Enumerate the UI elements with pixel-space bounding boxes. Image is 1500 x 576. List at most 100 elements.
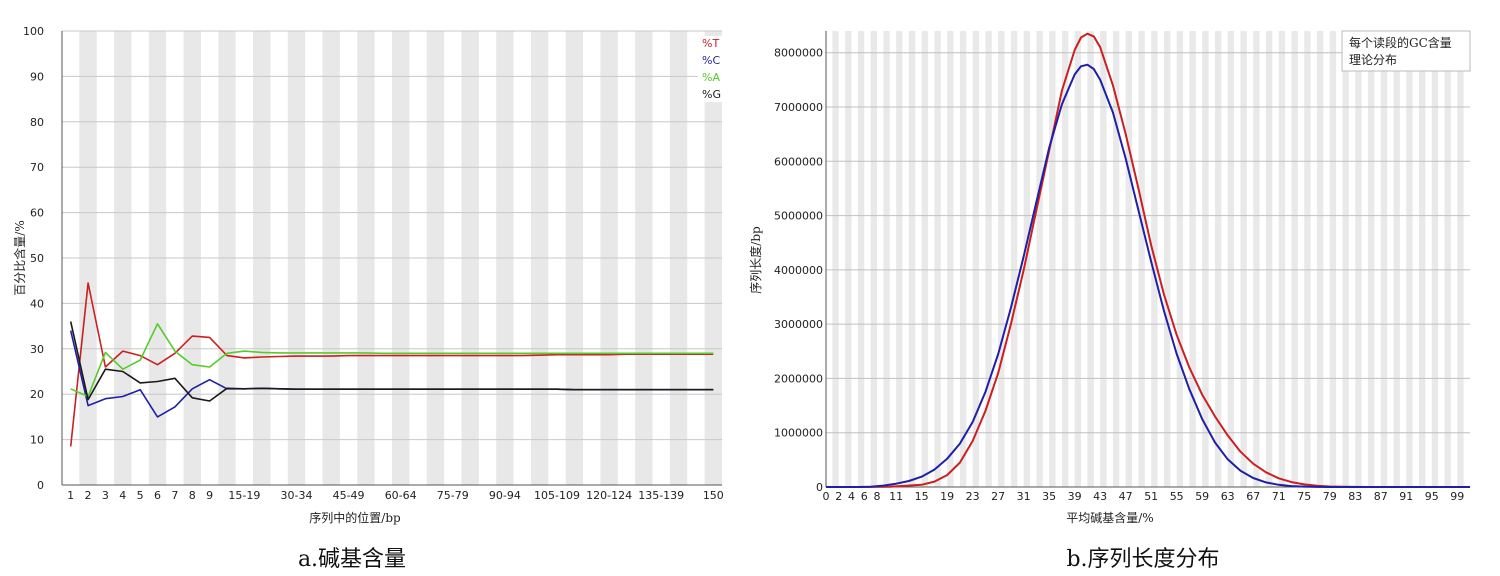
- chart-b-band: [1214, 31, 1222, 487]
- chart-b-x-tick-label: 31: [1017, 490, 1031, 503]
- chart-a-series-pct-a: [70, 322, 714, 398]
- chart-a-y-tick-labels: 0 10 20 30 40 50 60 70 80 90 100: [23, 25, 44, 492]
- chart-a-x-tick-label: 5: [137, 489, 144, 502]
- chart-b-band: [959, 31, 967, 487]
- chart-b-band: [1125, 31, 1133, 487]
- chart-a-x-tick-labels: 1 2 3 4 5 6 7 8 9 15-19 30-34 45-49 60-64 75-79 90-94 1…: [67, 489, 724, 502]
- chart-b-band: [1176, 31, 1184, 487]
- chart-b: 0 1000000 2000000 3000000 4000000 5000000 6000…: [748, 30, 1471, 572]
- chart-b-y-tick-label: 1000000: [774, 427, 823, 440]
- chart-b-caption: b.序列长度分布: [1066, 547, 1219, 572]
- chart-b-x-tick-label: 79: [1323, 490, 1337, 503]
- chart-b-band: [1418, 31, 1426, 487]
- chart-a-x-tick-label: 4: [119, 489, 126, 502]
- chart-a-y-tick-label: 90: [30, 70, 44, 83]
- chart-b-x-tick-label: 47: [1119, 490, 1133, 503]
- chart-b-y-tick-label: 7000000: [774, 101, 823, 114]
- chart-a-x-tick-label: 75-79: [437, 489, 469, 502]
- chart-a-x-tick-label: 135-139: [638, 489, 684, 502]
- chart-a-y-tick-label: 50: [30, 252, 44, 265]
- chart-b-x-tick-label: 67: [1246, 490, 1260, 503]
- chart-b-band: [1380, 31, 1388, 487]
- chart-b-x-tick-label: 91: [1399, 490, 1413, 503]
- chart-b-y-tick-label: 6000000: [774, 155, 823, 168]
- chart-b-band: [1291, 31, 1298, 487]
- chart-a-x-tick-label: 7: [171, 489, 178, 502]
- chart-b-x-tick-label: 87: [1374, 490, 1388, 503]
- chart-b-band: [1202, 31, 1209, 487]
- chart-b-band: [1074, 31, 1082, 487]
- chart-b-band: [985, 31, 992, 487]
- chart-a-legend-box: [698, 36, 722, 102]
- chart-a-y-tick-label: 60: [30, 207, 44, 220]
- chart-b-x-tick-label: 55: [1170, 490, 1184, 503]
- chart-b-band: [1087, 31, 1094, 487]
- chart-b-x-tick-label: 19: [940, 490, 954, 503]
- chart-a-y-tick-label: 30: [30, 343, 44, 356]
- chart-b-band: [1342, 31, 1349, 487]
- chart-b-series-theoretical: [826, 63, 1470, 488]
- chart-b-legend-box: [1341, 30, 1471, 72]
- chart-b-band: [1163, 31, 1171, 487]
- chart-a-legend-entry: %A: [702, 71, 720, 84]
- chart-a-legend-entry: %T: [702, 37, 719, 50]
- chart-b-band: [1138, 31, 1145, 487]
- chart-b-y-tick-label: 2000000: [774, 372, 823, 385]
- chart-b-band: [1265, 31, 1273, 487]
- chart-a-x-tick-label: 45-49: [333, 489, 365, 502]
- chart-b-band: [1010, 31, 1018, 487]
- chart-b-series-observed-gc: [826, 32, 1470, 488]
- chart-b-y-tick-label: 0: [816, 481, 823, 494]
- chart-a-x-tick-label: 8: [189, 489, 196, 502]
- chart-b-x-tick-label: 15: [915, 490, 929, 503]
- chart-b-x-tick-label: 99: [1450, 490, 1464, 503]
- chart-a-x-tick-label: 150: [703, 489, 724, 502]
- chart-b-band: [1406, 31, 1413, 487]
- chart-b-band: [1431, 31, 1439, 487]
- chart-a: 0 10 20 30 40 50 60 70 80 90 100 1 2 3 4 5 6 7 8 9 15-19 30-…: [12, 25, 724, 572]
- chart-a-x-tick-label: 30-34: [280, 489, 312, 502]
- chart-b-band: [1457, 31, 1464, 487]
- chart-b-x-tick-label: 6: [861, 490, 868, 503]
- chart-b-x-tick-label: 35: [1042, 490, 1056, 503]
- chart-b-band: [1355, 31, 1362, 487]
- chart-a-x-tick-label: 105-109: [534, 489, 580, 502]
- chart-a-legend-entry: %C: [702, 54, 720, 67]
- chart-a-x-tick-label: 60-64: [385, 489, 417, 502]
- chart-a-y-axis-label: 百分比含量/%: [12, 220, 27, 295]
- chart-b-x-tick-label: 59: [1195, 490, 1209, 503]
- chart-a-x-tick-label: 90-94: [489, 489, 521, 502]
- chart-b-band: [1189, 31, 1196, 487]
- chart-b-x-axis-label: 平均碱基含量/%: [1066, 510, 1153, 525]
- chart-b-background-bands: [826, 31, 1470, 487]
- chart-a-x-tick-label: 2: [85, 489, 92, 502]
- chart-a-x-tick-label: 120-124: [586, 489, 632, 502]
- chart-a-y-tick-label: 20: [30, 388, 44, 401]
- chart-a-x-tick-label: 3: [102, 489, 109, 502]
- chart-a-x-tick-label: 9: [206, 489, 213, 502]
- chart-b-series-lines: [826, 32, 1470, 488]
- chart-a-series-pct-t: [69, 282, 714, 447]
- chart-b-band: [1112, 31, 1120, 487]
- chart-b-x-tick-label: 11: [889, 490, 903, 503]
- chart-b-x-tick-label: 27: [991, 490, 1005, 503]
- chart-b-x-tick-label: 8: [874, 490, 881, 503]
- chart-a-gridlines: [61, 30, 722, 486]
- chart-b-band: [1240, 31, 1247, 487]
- chart-a-x-tick-label: 6: [154, 489, 161, 502]
- chart-b-band: [845, 31, 852, 487]
- chart-b-band: [972, 31, 980, 487]
- chart-a-x-tick-label: 1: [67, 489, 74, 502]
- chart-b-band: [1227, 31, 1235, 487]
- chart-b-x-tick-label: 23: [966, 490, 980, 503]
- chart-a-series-lines: [69, 282, 714, 447]
- chart-b-x-tick-label: 83: [1348, 490, 1362, 503]
- chart-a-x-axis-label: 序列中的位置/bp: [309, 510, 401, 525]
- chart-b-y-tick-label: 4000000: [774, 264, 823, 277]
- chart-b-y-tick-label: 8000000: [774, 47, 823, 60]
- chart-b-band: [1444, 31, 1451, 487]
- chart-b-band: [1253, 31, 1260, 487]
- chart-a-y-tick-label: 70: [30, 161, 44, 174]
- chart-a-legend-entry: %G: [702, 88, 721, 101]
